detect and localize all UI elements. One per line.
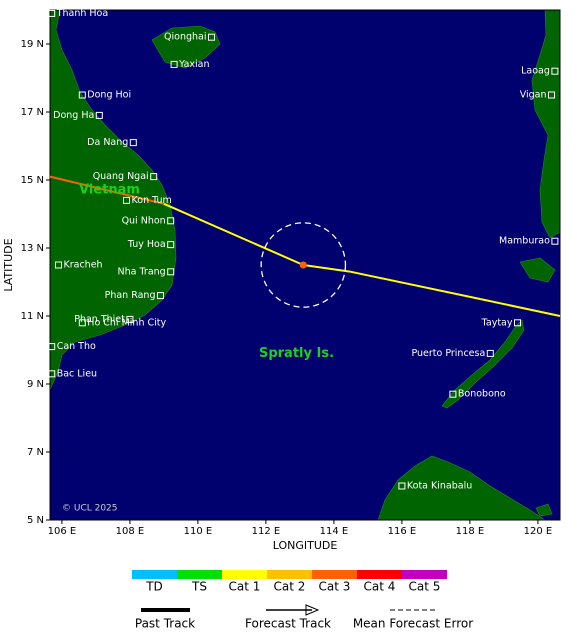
city-label: Bac Lieu <box>57 368 97 379</box>
x-tick-label: 110 E <box>184 526 213 537</box>
x-axis-title: LONGITUDE <box>273 539 338 552</box>
intensity-label: Cat 4 <box>364 580 396 594</box>
y-axis-title: LATITUDE <box>2 238 15 291</box>
x-tick-label: 114 E <box>320 526 349 537</box>
city-label: Quang Ngai <box>93 171 149 182</box>
x-tick-label: 116 E <box>388 526 417 537</box>
city-label: Thanh Hoa <box>56 8 108 19</box>
city-label: Dong Ha <box>53 110 94 121</box>
land <box>50 10 560 520</box>
x-tick-label: 120 E <box>524 526 553 537</box>
city-label: Phan Thiet <box>74 314 125 325</box>
city-label: Dong Hoi <box>87 90 131 101</box>
past-track-segment <box>163 202 304 266</box>
intensity-swatch <box>357 570 402 579</box>
city-marker <box>48 9 56 17</box>
y-tick-label: 7 N <box>27 447 44 458</box>
city-marker <box>157 292 164 300</box>
city-marker <box>449 390 457 398</box>
x-tick-label: 118 E <box>456 526 485 537</box>
city-label: Bonobono <box>458 389 506 400</box>
city-marker <box>208 33 215 41</box>
copyright: © UCL 2025 <box>62 504 118 514</box>
city-marker <box>167 268 175 276</box>
y-tick-label: 19 N <box>21 39 44 50</box>
region-label: Spratly Is. <box>259 346 334 361</box>
y-tick-label: 17 N <box>21 107 44 118</box>
intensity-swatch <box>177 570 222 579</box>
forecast-track-segment <box>350 270 481 300</box>
legend-label: Past Track <box>135 617 195 631</box>
city-marker <box>170 60 178 68</box>
city-label: Qionghai <box>164 32 206 43</box>
intensity-label: Cat 1 <box>229 580 261 594</box>
city-label: Nha Trang <box>118 266 166 277</box>
city-label: Phan Rang <box>105 290 156 301</box>
y-tick-label: 13 N <box>21 243 44 254</box>
x-tick-label: 106 E <box>48 526 77 537</box>
x-tick-label: 108 E <box>116 526 145 537</box>
city-marker <box>551 237 559 245</box>
city-marker <box>129 139 137 147</box>
intensity-label: Cat 2 <box>274 580 306 594</box>
city-marker <box>548 91 555 99</box>
city-label: Qui Nhon <box>122 215 166 226</box>
city-marker <box>167 217 175 225</box>
forecast-track-segment <box>479 298 561 317</box>
current-position <box>299 261 307 269</box>
intensity-label: TD <box>145 580 163 594</box>
city-label: Tuy Hoa <box>127 239 166 250</box>
x-tick-label: 112 E <box>252 526 281 537</box>
city-label: Taytay <box>481 317 513 328</box>
intensity-swatch <box>222 570 267 579</box>
city-marker <box>78 319 86 327</box>
forecast-error-circle <box>260 222 347 308</box>
city-label: Laoag <box>521 66 550 77</box>
legend-label: Forecast Track <box>245 617 331 631</box>
forecast-track-segment <box>303 264 352 273</box>
forecast-arrow <box>305 604 320 616</box>
city-marker <box>551 67 559 75</box>
intensity-swatch <box>312 570 357 579</box>
city-label: Ho Chi Minh City <box>87 317 166 328</box>
city-marker <box>486 349 494 357</box>
city-marker <box>48 343 56 351</box>
city-marker <box>78 91 86 99</box>
intensity-label: TS <box>191 580 207 594</box>
intensity-swatch <box>132 570 177 579</box>
city-marker <box>150 173 158 181</box>
map-frame <box>49 9 561 521</box>
region-label: Vietnam <box>79 183 140 198</box>
city-label: Kota Kinabalu <box>407 481 472 492</box>
city-label: Kracheh <box>64 260 103 271</box>
city-label: Puerto Princesa <box>411 348 485 359</box>
city-label: Can Tho <box>57 341 96 352</box>
city-label: Yaxian <box>178 59 209 70</box>
city-marker <box>123 196 130 204</box>
y-tick-label: 15 N <box>21 175 44 186</box>
y-tick-label: 9 N <box>27 379 44 390</box>
intensity-label: Cat 3 <box>319 580 351 594</box>
city-marker <box>48 370 56 378</box>
city-label: Kon Tum <box>132 195 172 206</box>
city-label: Vigan <box>520 90 547 101</box>
city-marker <box>398 482 406 490</box>
y-tick-label: 11 N <box>21 311 44 322</box>
city-marker <box>95 111 103 119</box>
y-tick-label: 5 N <box>27 515 44 526</box>
city-marker <box>514 319 521 327</box>
intensity-label: Cat 5 <box>409 580 441 594</box>
city-marker <box>126 315 134 323</box>
city-label: Da Nang <box>87 137 128 148</box>
intensity-swatch <box>402 570 447 579</box>
city-marker <box>167 241 175 249</box>
city-marker <box>55 261 62 269</box>
past-track-segment <box>49 175 165 205</box>
legend-label: Mean Forecast Error <box>353 617 473 631</box>
city-label: Mamburao <box>499 236 550 247</box>
intensity-swatch <box>267 570 312 579</box>
